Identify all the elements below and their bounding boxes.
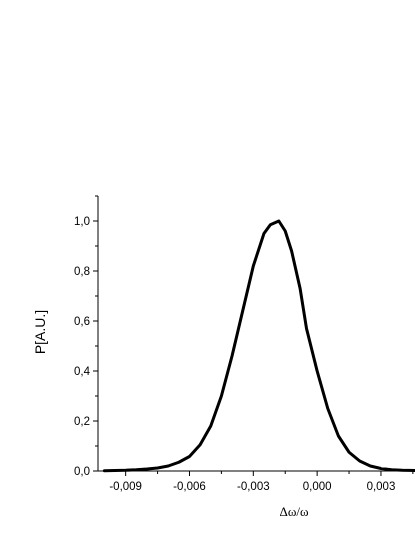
y-axis-label: P[A.U.]: [32, 310, 48, 354]
y-tick-label: 0,2: [74, 416, 90, 428]
x-tick-label: -0,009: [109, 481, 142, 493]
series-line: [102, 219, 415, 473]
y-tick-label: 0,4: [74, 366, 91, 378]
x-tick-labels: -0,009 -0,006 -0,003 0,000 0,003: [109, 481, 395, 493]
y-tick-label: 0,8: [74, 266, 90, 278]
y-tick-label: 0,6: [74, 316, 90, 328]
x-tick-label: -0,003: [237, 481, 270, 493]
y-tick-labels: 0,0 0,2 0,4 0,6 0,8 1,0: [74, 216, 91, 478]
x-tick-label: 0,000: [303, 481, 332, 493]
x-tick-label: -0,006: [173, 481, 206, 493]
x-tick-label: 0,003: [367, 481, 396, 493]
series-layer: [102, 219, 415, 473]
axes: [97, 196, 415, 472]
tick-marks: [93, 195, 414, 476]
x-axis-label: Δω/ω: [279, 504, 309, 519]
y-tick-label: 0,0: [74, 466, 90, 478]
y-tick-label: 1,0: [74, 216, 90, 228]
